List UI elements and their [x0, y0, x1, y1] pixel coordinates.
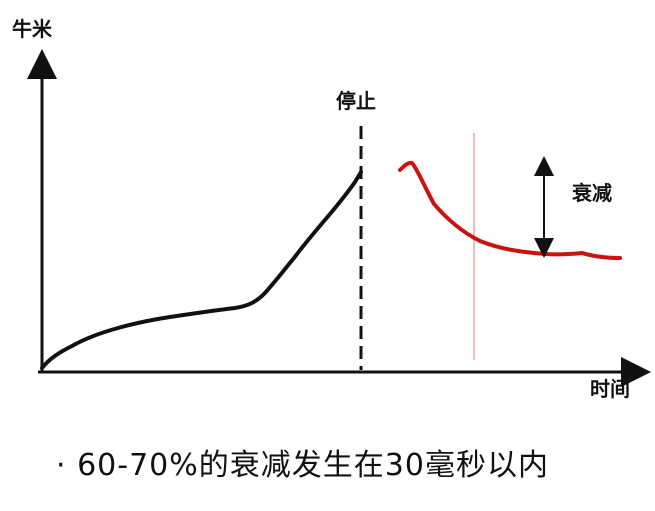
decay-label: 衰减 — [571, 181, 612, 205]
x-axis-label: 时间 — [590, 377, 630, 401]
force-time-diagram: 牛米 时间 停止 衰减 — [12, 17, 651, 401]
caption-bullet: · — [56, 448, 67, 483]
decay-curve — [398, 160, 622, 260]
caption-text: 60-70%的衰减发生在30毫秒以内 — [77, 448, 549, 483]
force-curve — [40, 170, 363, 370]
stop-label: 停止 — [336, 89, 376, 113]
y-axis-label: 牛米 — [12, 17, 53, 41]
caption: · 60-70%的衰减发生在30毫秒以内 — [56, 440, 549, 484]
